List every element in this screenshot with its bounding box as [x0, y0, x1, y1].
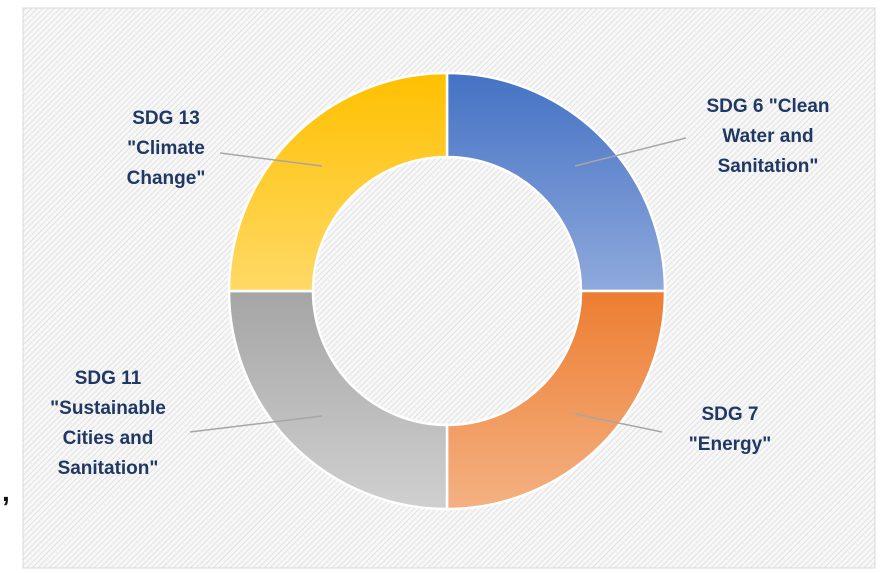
- slice-label-line: Sanitation": [58, 458, 159, 479]
- slice-label: SDG 11 "Sustainable Cities and Sanitation": [50, 368, 166, 479]
- donut-slice: [227, 289, 449, 511]
- slice-label-line: Sanitation": [718, 156, 819, 177]
- slices-layer: [227, 71, 667, 511]
- slice-label-line: SDG 7: [701, 404, 758, 425]
- leader-lines: [189, 137, 687, 433]
- donut-slice: [227, 71, 449, 293]
- slice-label-line: "Climate: [127, 138, 205, 159]
- slice-label-line: SDG 13: [132, 108, 200, 129]
- slice-label: SDG 6 "Clean Water and Sanitation": [706, 96, 829, 177]
- leader-line: [574, 413, 663, 433]
- leader-line: [574, 137, 687, 167]
- slice-label-line: "Sustainable: [50, 398, 166, 419]
- leader-line: [219, 152, 323, 167]
- slice-label-line: SDG 11: [75, 368, 142, 389]
- slice-label-line: "Energy": [689, 434, 771, 455]
- donut-slice: [445, 71, 667, 293]
- slice-label-line: Change": [127, 168, 206, 189]
- slice-label-line: SDG 6 "Clean: [706, 96, 829, 117]
- slice-label: SDG 7 "Energy": [689, 404, 771, 455]
- donut-slice: [445, 289, 667, 511]
- slice-label: SDG 13 "Climate Change": [127, 108, 206, 189]
- slice-label-line: Cities and: [63, 428, 154, 449]
- stray-mark: ,: [2, 476, 10, 507]
- leader-line: [189, 415, 323, 433]
- slice-label-line: Water and: [722, 126, 813, 147]
- slice-labels: SDG 6 "Clean Water and Sanitation" SDG 7 "En…: [50, 96, 829, 479]
